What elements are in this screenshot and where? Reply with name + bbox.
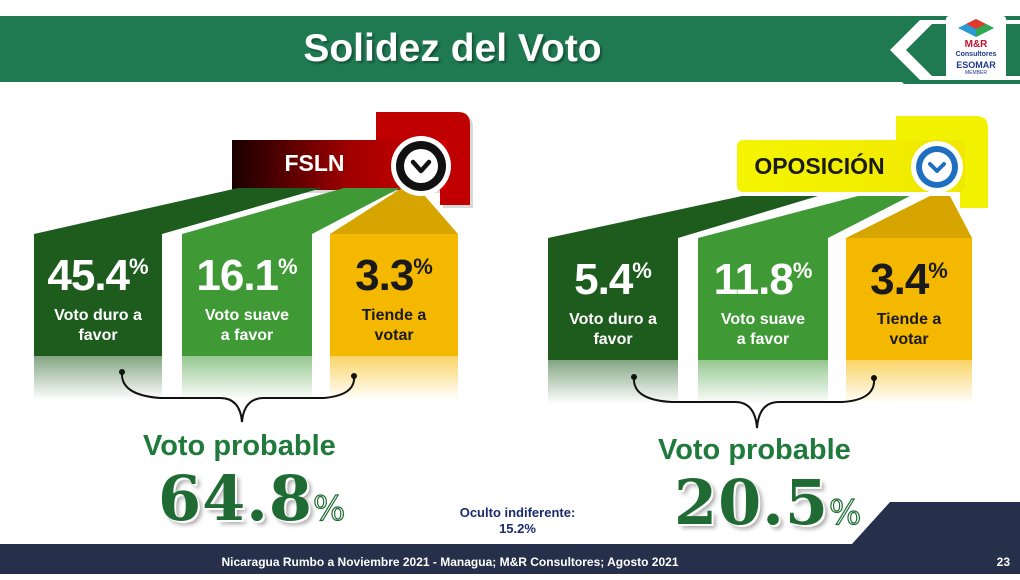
oculto-indiferente: Oculto indiferente: 15.2% — [459, 505, 576, 536]
page-number: 23 — [996, 555, 1010, 569]
oposicion-card-duro: 5.4% Voto duro a favor — [569, 255, 657, 349]
logo — [946, 16, 1006, 78]
fsln-label: FSLN — [284, 150, 345, 176]
fsln-card-suave: 16.1% Voto suave a favor — [196, 251, 298, 345]
fsln-card-duro: 45.4% Voto duro a favor — [47, 251, 149, 345]
logo-mark-icon — [958, 19, 994, 37]
fsln-total: 64.8% — [158, 462, 346, 535]
fsln-badge — [389, 134, 453, 198]
page-title: Solidez del Voto — [303, 27, 602, 70]
logo-member: MEMBER — [965, 70, 987, 76]
oposicion-card-suave: 11.8% Voto suave a favor — [713, 255, 813, 349]
fsln-probable-label: Voto probable — [143, 430, 336, 462]
logo-brand: M&R — [964, 39, 988, 50]
footer-bar — [0, 544, 1020, 574]
footer-source: Nicaragua Rumbo a Noviembre 2021 - Manag… — [221, 555, 679, 569]
title-bar — [0, 16, 905, 82]
fsln-brace — [120, 371, 356, 423]
oposicion-total: 20.5% — [674, 466, 862, 539]
logo-sub: Consultores — [955, 51, 997, 58]
oposicion-brace — [632, 376, 876, 429]
oposicion-probable-label: Voto probable — [658, 434, 851, 466]
logo-esomar: ESOMAR — [956, 60, 996, 70]
chevron-down-icon — [391, 136, 451, 196]
fsln-card-tiende: 3.3% Tiende a votar — [355, 251, 433, 345]
oposicion-badge — [910, 140, 964, 194]
oposicion-label: OPOSICIÓN — [754, 153, 885, 179]
chevron-down-icon — [911, 141, 963, 193]
oposicion-card-tiende: 3.4% Tiende a votar — [870, 255, 948, 349]
